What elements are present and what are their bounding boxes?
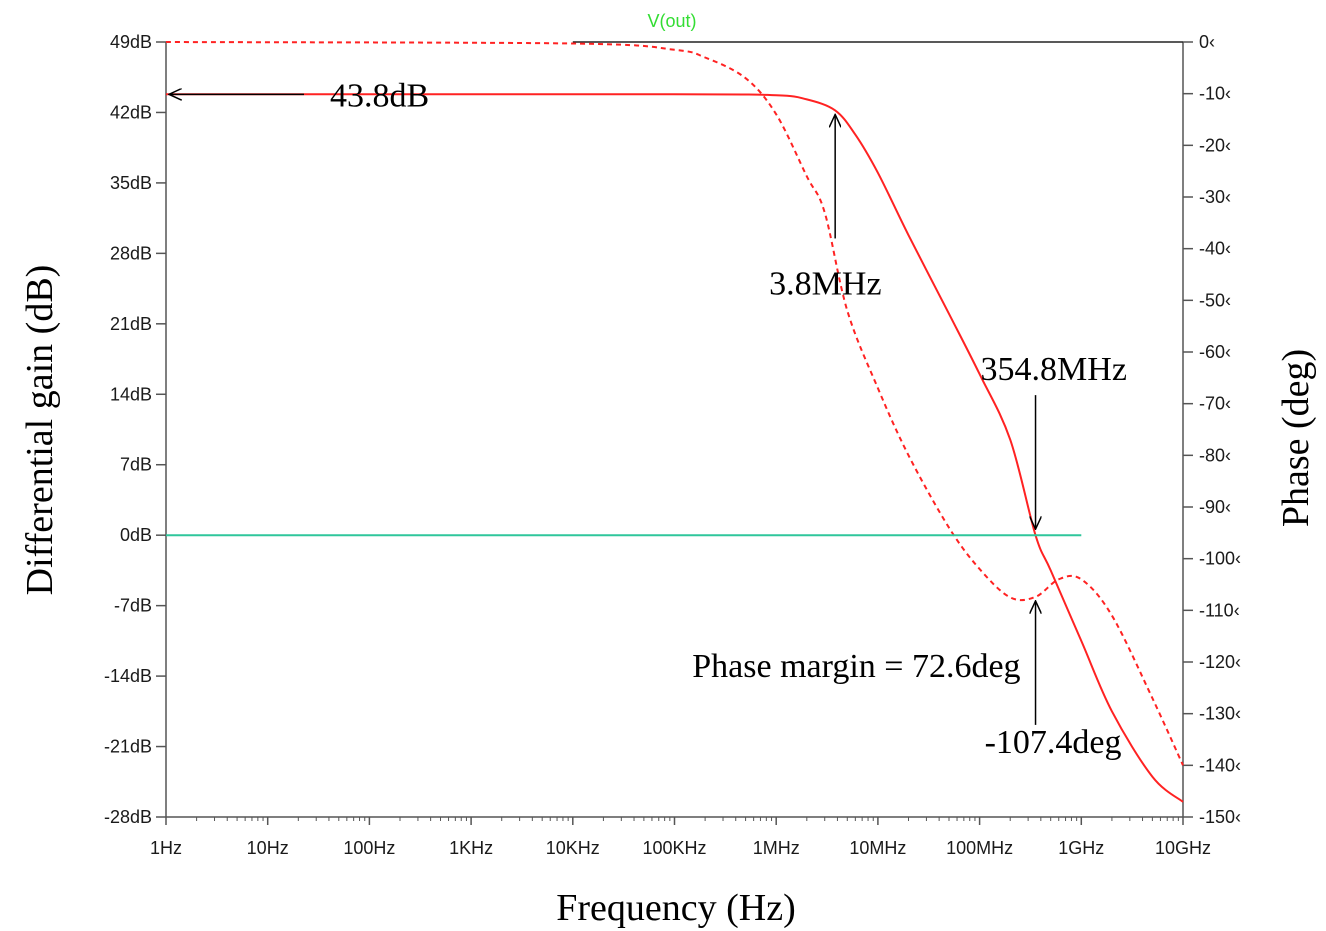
y-left-tick-label: 14dB bbox=[110, 384, 152, 404]
y-right-tick-label: -40‹ bbox=[1199, 239, 1231, 259]
phase-curve bbox=[165, 41, 1184, 766]
y-right-tick-label: -90‹ bbox=[1199, 497, 1231, 517]
x-tick-label: 100MHz bbox=[946, 838, 1013, 858]
y-right-tick-label: -60‹ bbox=[1199, 342, 1231, 362]
y-right-tick-label: -20‹ bbox=[1199, 135, 1231, 155]
y-right-tick-label: -140‹ bbox=[1199, 755, 1241, 775]
annotation-layer: 43.8dB 3.8MHz 354.8MHz Phase margin = 72.6d… bbox=[169, 77, 1127, 761]
y-left-tick-label: 42dB bbox=[110, 102, 152, 122]
y-right-tick-label: -50‹ bbox=[1199, 290, 1231, 310]
y-right-tick-label: -110‹ bbox=[1199, 600, 1240, 620]
y-axis-label-left: Differential gain (dB) bbox=[19, 265, 61, 596]
y-left-tick-label: 0dB bbox=[120, 525, 152, 545]
x-axis-label: Frequency (Hz) bbox=[556, 887, 796, 929]
plot-frame bbox=[165, 41, 1184, 818]
phase-margin-label: Phase margin = 72.6deg bbox=[692, 648, 1020, 685]
magnitude-curve bbox=[165, 93, 1184, 803]
y-right-tick-label: -100‹ bbox=[1199, 549, 1241, 569]
y-left-tick-label: -28dB bbox=[104, 807, 152, 827]
y-left-tick-label: -21dB bbox=[104, 737, 152, 757]
bandwidth-annotation-label: 3.8MHz bbox=[769, 265, 881, 302]
y-left-tick-label: -14dB bbox=[104, 666, 152, 686]
x-tick-label: 10KHz bbox=[546, 838, 600, 858]
phase-value-label: -107.4deg bbox=[985, 724, 1122, 761]
y-right-tick-label: -30‹ bbox=[1199, 187, 1231, 207]
series-layer bbox=[165, 41, 1184, 803]
y-left-tick-label: 35dB bbox=[110, 173, 152, 193]
x-tick-label: 1Hz bbox=[150, 838, 182, 858]
y-right-tick-label: -120‹ bbox=[1199, 652, 1241, 672]
y-right-tick-label: -70‹ bbox=[1199, 394, 1231, 414]
trace-title: V(out) bbox=[647, 11, 696, 31]
y-left-tick-label: 7dB bbox=[120, 455, 152, 475]
x-tick-label: 10GHz bbox=[1155, 838, 1211, 858]
y-left-tick-label: 28dB bbox=[110, 243, 152, 263]
x-tick-label: 10MHz bbox=[849, 838, 906, 858]
y-left-tick-label: -7dB bbox=[114, 596, 152, 616]
x-tick-label: 100Hz bbox=[343, 838, 395, 858]
y-right-tick-label: -80‹ bbox=[1199, 445, 1231, 465]
x-tick-label: 1KHz bbox=[449, 838, 493, 858]
y-axis-label-right: Phase (deg) bbox=[1275, 349, 1317, 527]
y-left-tick-label: 49dB bbox=[110, 32, 152, 52]
x-tick-label: 1GHz bbox=[1058, 838, 1104, 858]
y-right-tick-label: 0‹ bbox=[1199, 32, 1215, 52]
unity-gain-annotation-label: 354.8MHz bbox=[981, 351, 1127, 388]
x-tick-label: 100KHz bbox=[642, 838, 706, 858]
y-right-tick-label: -150‹ bbox=[1199, 807, 1241, 827]
tick-layer: 1Hz 10Hz 100Hz 1KHz 10KHz 100KHz 1MHz 10MHz 100M… bbox=[104, 32, 1241, 858]
x-tick-label: 1MHz bbox=[753, 838, 800, 858]
y-left-tick-label: 21dB bbox=[110, 314, 152, 334]
y-right-tick-label: -130‹ bbox=[1199, 704, 1241, 724]
x-tick-label: 10Hz bbox=[247, 838, 289, 858]
gain-annotation-label: 43.8dB bbox=[330, 77, 429, 114]
y-right-tick-label: -10‹ bbox=[1199, 84, 1231, 104]
